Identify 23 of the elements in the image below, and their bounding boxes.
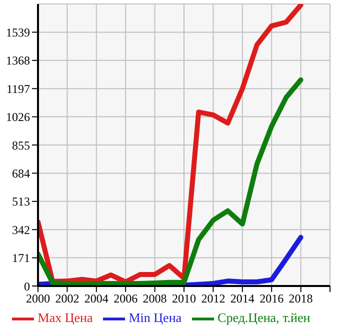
x-tick-label: 2010 [172,292,196,306]
y-tick-label: 1368 [6,54,30,68]
y-tick-label: 855 [12,138,30,152]
x-tick-label: 2004 [84,292,108,306]
x-tick-label: 2016 [260,292,284,306]
y-tick-label: 0 [24,279,30,294]
x-tick-label: 2018 [288,292,313,306]
x-tick-label: 2012 [201,292,226,306]
y-tick-label: 1026 [6,110,30,124]
y-tick-label: 342 [12,222,30,237]
x-tick-label: 2006 [114,292,138,306]
x-tick-label: 2000 [26,292,50,306]
x-tick-label: 2008 [142,292,167,306]
legend-label: Сред.Цена, т.йен [218,310,310,325]
x-tick-label: 2014 [230,292,254,306]
y-tick-label: 684 [12,166,30,180]
x-tick-label: 2002 [55,292,80,306]
y-tick-label: 1197 [6,82,30,96]
y-tick-label: 171 [12,251,30,266]
y-tick-label: 1539 [6,25,30,40]
legend-label: Max Цена [38,310,93,325]
y-tick-label: 513 [12,194,30,209]
legend-label: Min Цена [128,310,182,325]
